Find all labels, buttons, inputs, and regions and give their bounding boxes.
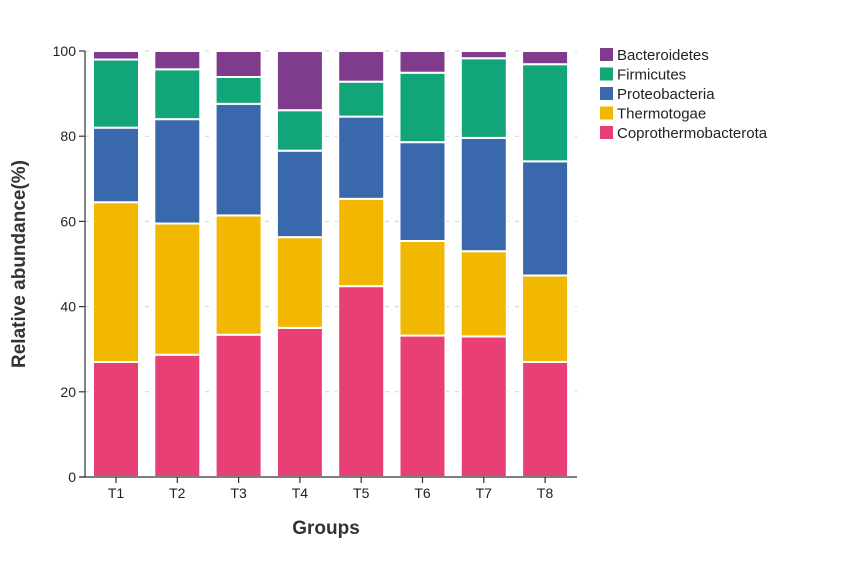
- bar-segment-proteobacteria: [214, 102, 263, 217]
- bar-segment-coprothermobacterota: [92, 360, 140, 479]
- bar-segment-thermotogae: [214, 214, 263, 336]
- bar-segment-bacteroidetes: [398, 50, 447, 74]
- bar-stack-T2: [153, 50, 202, 479]
- bar-segment-proteobacteria: [92, 126, 140, 204]
- bar-stack-T5: [337, 50, 386, 479]
- y-axis-title: Relative abundance(%): [9, 160, 30, 368]
- y-tick-label: 40: [60, 299, 76, 315]
- x-tick-label: T2: [169, 485, 186, 501]
- legend-label: Bacteroidetes: [617, 47, 709, 64]
- x-tick-label: T6: [414, 485, 431, 501]
- bar-segment-firmicutes: [153, 68, 202, 121]
- bar-segment-firmicutes: [214, 75, 263, 105]
- x-axis-title: Groups: [292, 518, 360, 539]
- y-tick-label: 80: [60, 128, 76, 144]
- bar-segment-thermotogae: [521, 274, 570, 363]
- bar-segment-thermotogae: [275, 236, 324, 329]
- legend-item-proteobacteria: Proteobacteria: [600, 86, 715, 103]
- bar-segment-bacteroidetes: [275, 50, 324, 112]
- bar-segment-proteobacteria: [275, 149, 324, 239]
- bar-segment-proteobacteria: [398, 141, 447, 242]
- y-tick-label: 0: [68, 469, 76, 485]
- y-tick-label: 20: [60, 384, 76, 400]
- bar-segment-thermotogae: [398, 239, 447, 337]
- x-tick-label: T3: [230, 485, 247, 501]
- bar-segment-bacteroidetes: [459, 50, 508, 60]
- bar-segment-coprothermobacterota: [521, 360, 570, 479]
- bar-segment-coprothermobacterota: [398, 334, 447, 478]
- legend: Bacteroidetes Firmicutes Proteobacteria The…: [600, 47, 768, 142]
- y-tick-label: 100: [53, 43, 77, 59]
- bars: [92, 50, 570, 479]
- bar-segment-bacteroidetes: [521, 50, 570, 66]
- bar-segment-proteobacteria: [521, 160, 570, 277]
- bar-segment-firmicutes: [459, 57, 508, 139]
- bar-stack-T7: [459, 50, 508, 479]
- bar-segment-firmicutes: [92, 58, 140, 129]
- bar-segment-coprothermobacterota: [214, 333, 263, 478]
- legend-swatch: [600, 126, 613, 139]
- bar-segment-proteobacteria: [459, 136, 508, 253]
- legend-swatch: [600, 48, 613, 61]
- bar-segment-firmicutes: [337, 80, 386, 118]
- bar-segment-firmicutes: [275, 109, 324, 152]
- legend-swatch: [600, 67, 613, 81]
- x-tick-label: T1: [108, 485, 125, 501]
- legend-item-thermotogae: Thermotogae: [600, 106, 706, 123]
- legend-label: Thermotogae: [617, 106, 706, 123]
- bar-stack-T1: [92, 50, 140, 479]
- legend-label: Proteobacteria: [617, 86, 715, 103]
- x-axis-ticks: T1 T2 T3 T4 T5 T6 T7 T8: [108, 477, 554, 501]
- bar-segment-coprothermobacterota: [337, 285, 386, 479]
- y-axis-ticks: 0 20 40 60 80 100: [53, 43, 85, 485]
- bar-segment-coprothermobacterota: [459, 335, 508, 479]
- y-tick-label: 60: [60, 213, 76, 229]
- legend-label: Coprothermobacterota: [617, 125, 768, 142]
- legend-swatch: [600, 87, 613, 100]
- x-tick-label: T7: [476, 485, 493, 501]
- legend-item-bacteroidetes: Bacteroidetes: [600, 47, 709, 64]
- x-tick-label: T5: [353, 485, 370, 501]
- bar-segment-firmicutes: [521, 63, 570, 163]
- bar-stack-T8: [521, 50, 570, 479]
- bar-segment-proteobacteria: [153, 118, 202, 225]
- legend-item-coprothermobacterota: Coprothermobacterota: [600, 125, 768, 142]
- bar-segment-coprothermobacterota: [275, 326, 324, 478]
- bar-segment-thermotogae: [153, 222, 202, 356]
- axes: [80, 51, 577, 478]
- bar-segment-thermotogae: [92, 201, 140, 363]
- bar-segment-coprothermobacterota: [153, 353, 202, 479]
- legend-label: Firmicutes: [617, 67, 686, 84]
- bar-segment-bacteroidetes: [92, 50, 140, 61]
- bar-stack-T4: [275, 50, 324, 478]
- bar-segment-bacteroidetes: [214, 50, 263, 78]
- bar-segment-firmicutes: [398, 71, 447, 144]
- bar-segment-bacteroidetes: [337, 50, 386, 83]
- bar-stack-T3: [214, 50, 263, 478]
- legend-item-firmicutes: Firmicutes: [600, 67, 686, 84]
- x-tick-label: T8: [537, 485, 554, 501]
- bar-stack-T6: [398, 50, 447, 478]
- x-tick-label: T4: [292, 485, 309, 501]
- legend-swatch: [600, 106, 613, 120]
- bar-segment-proteobacteria: [337, 115, 386, 200]
- bar-segment-thermotogae: [337, 197, 386, 288]
- bar-segment-thermotogae: [459, 250, 508, 338]
- bar-segment-bacteroidetes: [153, 50, 202, 71]
